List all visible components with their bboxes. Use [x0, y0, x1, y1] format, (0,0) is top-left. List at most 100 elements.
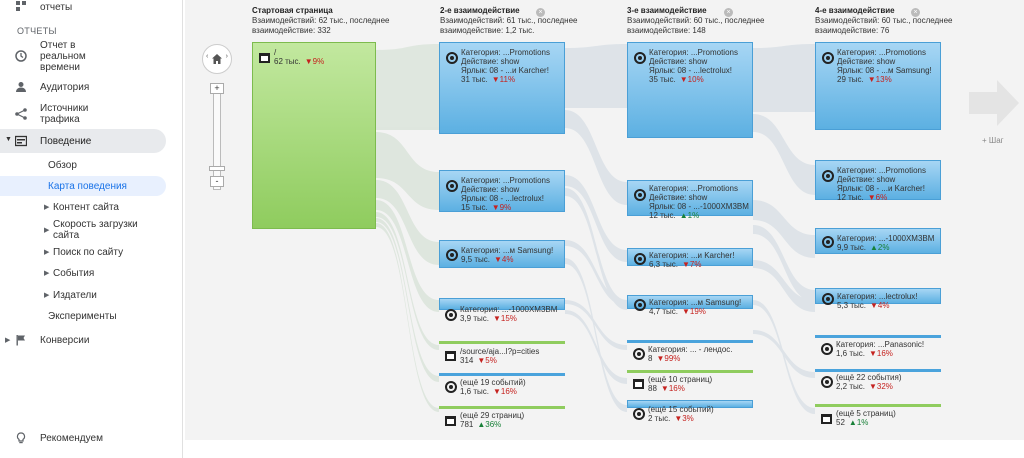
flow-node-label[interactable]: Категория: ...-1000XM3BM 3,9 тыс. ▼15%: [439, 300, 565, 324]
flow-node[interactable]: Категория: ...Promotions Действие: show …: [439, 170, 565, 212]
sidebar-item-reports-top[interactable]: отчеты: [0, 0, 182, 14]
column-stats: взаимодействие: 76: [815, 26, 890, 35]
caret-down-icon: ▼: [5, 136, 12, 143]
sidebar-item-behavior[interactable]: ▼ Поведение: [0, 129, 166, 153]
node-value: 9,9 тыс.: [837, 243, 866, 252]
add-step-button[interactable]: + Шаг: [982, 136, 1004, 145]
node-category: Категория: ... - лендос.: [648, 345, 733, 354]
behavior-flow-canvas[interactable]: Стартовая страница Взаимодействий: 62 ты…: [185, 0, 1024, 440]
sidebar-item-experiments[interactable]: Эксперименты: [0, 309, 182, 323]
add-step-arrow-icon[interactable]: [969, 78, 1019, 128]
sidebar-item-realtime[interactable]: Отчет в реальном времени: [0, 38, 182, 74]
pan-control[interactable]: ‹ ›: [202, 44, 232, 74]
flow-node-label[interactable]: (ещё 5 страниц) 52 ▲1%: [815, 406, 941, 428]
sidebar-item-events[interactable]: ▶ События: [0, 266, 182, 280]
event-icon: [822, 293, 834, 305]
caret-right-icon: ▶: [5, 337, 11, 344]
node-path: /source/aja...l?p=cities: [460, 347, 540, 356]
pan-left-icon[interactable]: ‹: [206, 53, 209, 60]
sidebar-item-site-search[interactable]: ▶ Поиск по сайту: [0, 245, 182, 259]
flow-node-bar[interactable]: [815, 404, 941, 407]
zoom-slider-track[interactable]: [213, 85, 221, 190]
flow-node-label[interactable]: (ещё 15 событий) 2 тыс. ▼3%: [627, 402, 753, 424]
sidebar-item-behavior-flow[interactable]: Карта поведения: [0, 176, 166, 196]
flow-node[interactable]: Категория: ...Promotions Действие: show …: [815, 42, 941, 130]
node-change: ▼99%: [656, 354, 681, 363]
sidebar-item-acquisition[interactable]: Источники трафика: [0, 102, 182, 126]
sidebar-item-label: Карта поведения: [48, 181, 127, 192]
flow-node[interactable]: [627, 400, 753, 408]
column-stats: взаимодействие: 332: [252, 26, 331, 35]
node-label: (ещё 29 страниц) 781 ▲36%: [460, 411, 524, 429]
home-icon[interactable]: [211, 52, 223, 64]
flow-node[interactable]: Категория: ...Promotions Действие: show …: [627, 42, 753, 138]
node-category: Категория: ...-1000XM3BM: [837, 234, 935, 243]
flow-node[interactable]: Категория: ...м Samsung! 4,7 тыс. ▼19%: [627, 295, 753, 316]
node-category: Категория: ...Promotions: [649, 48, 738, 57]
flow-node[interactable]: [439, 298, 565, 310]
flow-node-label[interactable]: /source/aja...l?p=cities 314 ▼5%: [439, 344, 565, 366]
flow-node-label[interactable]: (ещё 19 событий) 1,6 тыс. ▼16%: [439, 375, 565, 397]
flow-node-label[interactable]: (ещё 22 события) 2,2 тыс. ▼32%: [815, 370, 941, 392]
start-page-node[interactable]: / 62 тыс. ▼9%: [252, 42, 376, 229]
flow-node-bar[interactable]: [439, 373, 565, 376]
flow-node-bar[interactable]: [627, 370, 753, 373]
zoom-slider-handle[interactable]: [209, 166, 225, 171]
flow-node-label[interactable]: Категория: ...Panasonic! 1,6 тыс. ▼16%: [815, 337, 941, 359]
flow-node-label[interactable]: (ещё 29 страниц) 781 ▲36%: [439, 408, 565, 430]
flow-node-label[interactable]: (ещё 10 страниц) 88 ▼16%: [627, 372, 753, 394]
event-icon: [445, 309, 457, 321]
node-change: ▼4%: [869, 301, 890, 310]
remove-column-icon[interactable]: ×: [536, 8, 545, 17]
node-group: (ещё 22 события): [836, 373, 902, 382]
column-stats: взаимодействие: 148: [627, 26, 706, 35]
sidebar-item-site-content[interactable]: ▶ Контент сайта: [0, 200, 182, 214]
flow-node[interactable]: Категория: ...Promotions Действие: show …: [627, 180, 753, 220]
sidebar-item-publishers[interactable]: ▶ Издатели: [0, 288, 182, 302]
remove-column-icon[interactable]: ×: [911, 8, 920, 17]
flow-node-label[interactable]: Категория: ... - лендос. 8 ▼99%: [627, 342, 753, 364]
flow-node-bar[interactable]: [815, 369, 941, 372]
flow-node[interactable]: Категория: ...Promotions Действие: show …: [439, 42, 565, 134]
sidebar-item-overview[interactable]: Обзор: [0, 157, 182, 173]
column-title: Стартовая страница: [252, 6, 333, 15]
sidebar-item-audience[interactable]: Аудитория: [0, 80, 182, 94]
node-label: Категория: ...Promotions Действие: show …: [461, 176, 550, 212]
pan-right-icon[interactable]: ›: [225, 53, 228, 60]
flow-node[interactable]: Категория: ...-1000XM3BM 9,9 тыс. ▲2%: [815, 228, 941, 254]
node-category: Категория: ...м Samsung!: [649, 298, 742, 307]
event-icon: [821, 343, 833, 355]
caret-right-icon: ▶: [44, 249, 50, 256]
node-category: Категория: ...Panasonic!: [836, 340, 925, 349]
flow-node[interactable]: Категория: ...и Karcher! 6,3 тыс. ▼7%: [627, 248, 753, 269]
remove-column-icon[interactable]: ×: [724, 8, 733, 17]
acquisition-icon: [14, 107, 28, 121]
sidebar-item-conversions[interactable]: ▶ Конверсии: [0, 333, 182, 347]
column-header-3: 3-е взаимодействие Взаимодействий: 60 ты…: [627, 6, 765, 36]
node-category: Категория: ...Promotions: [461, 48, 550, 57]
flow-node-bar[interactable]: [815, 335, 941, 338]
flow-node[interactable]: Категория: ...Promotions Действие: show …: [815, 160, 941, 202]
flow-node-bar[interactable]: [439, 341, 565, 344]
column-header-2: 2-е взаимодействие Взаимодействий: 61 ты…: [440, 6, 578, 36]
event-icon: [445, 381, 457, 393]
node-label-text: Ярлык: 08 - ...lectrolux!: [461, 194, 545, 203]
event-icon: [446, 52, 458, 64]
flow-node[interactable]: Категория: ...lectrolux! 5,3 тыс. ▼4%: [815, 288, 941, 310]
node-value: 6,3 тыс.: [649, 260, 678, 269]
flow-node[interactable]: Категория: ...м Samsung! 9,5 тыс. ▼4%: [439, 240, 565, 268]
node-value: 12 тыс.: [837, 193, 864, 202]
sidebar-item-site-speed[interactable]: ▶ Скорость загрузки сайта: [0, 218, 182, 242]
event-icon: [634, 253, 646, 265]
node-label: Категория: ...м Samsung! 9,5 тыс. ▼4%: [461, 246, 553, 264]
sidebar-item-recommend[interactable]: Рекомендуем: [0, 431, 182, 445]
flow-node-bar[interactable]: [439, 406, 565, 409]
flow-node-bar[interactable]: [627, 340, 753, 343]
zoom-in-button[interactable]: +: [210, 83, 224, 94]
section-heading: ОТЧЕТЫ: [17, 26, 57, 36]
node-change: ▼5%: [477, 356, 497, 365]
zoom-out-button[interactable]: -: [210, 176, 224, 187]
node-change: ▲36%: [477, 420, 502, 429]
node-value: 781: [460, 420, 474, 429]
event-icon: [821, 376, 833, 388]
